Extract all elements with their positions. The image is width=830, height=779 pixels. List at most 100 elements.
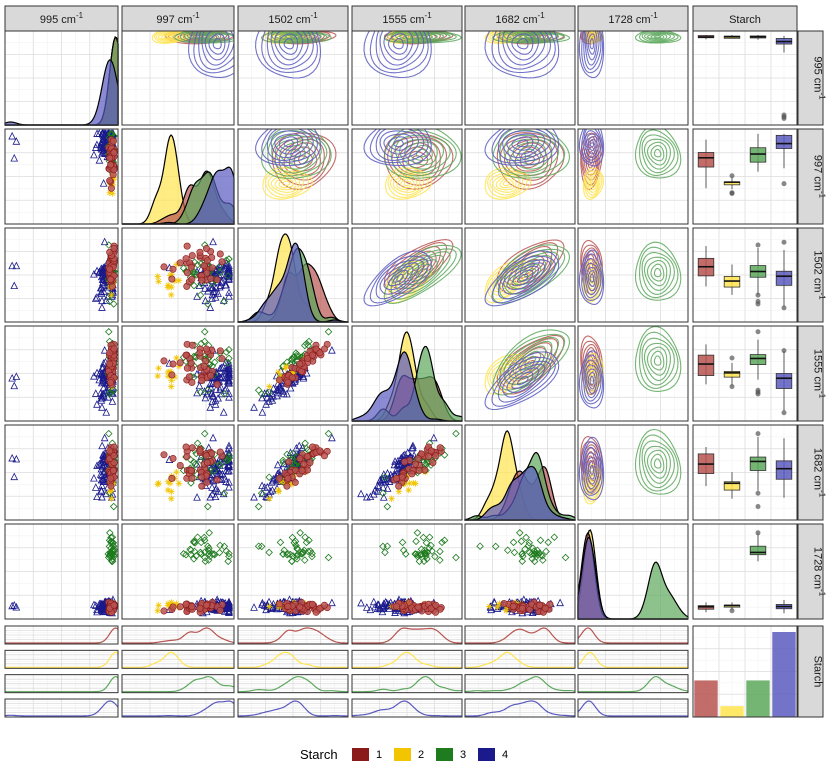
data-point	[391, 608, 399, 616]
density-contour	[489, 172, 524, 196]
density-contour	[499, 178, 514, 189]
boxplot-outlier	[755, 292, 761, 298]
data-point	[216, 541, 224, 550]
density-contour	[584, 364, 600, 399]
data-point	[196, 388, 205, 397]
facet-density-line	[238, 676, 349, 693]
density-contour	[179, 31, 234, 43]
density-contour	[650, 453, 665, 474]
data-point	[263, 493, 272, 501]
data-point	[218, 469, 227, 478]
data-point	[300, 556, 309, 564]
boxplot-panel-border	[692, 523, 798, 620]
data-point	[225, 268, 233, 276]
density-contour	[587, 371, 596, 390]
density-contour	[289, 35, 302, 39]
density-contour	[589, 477, 597, 490]
data-point	[96, 283, 105, 292]
data-point	[106, 548, 115, 557]
row-strip-label: Starch	[812, 656, 824, 688]
data-point	[534, 550, 542, 559]
data-point	[279, 389, 288, 398]
data-point-stroke	[165, 282, 171, 288]
data-point	[412, 537, 420, 546]
data-point	[205, 544, 213, 552]
contour-group	[578, 428, 682, 505]
data-point	[187, 359, 195, 367]
density-contour	[394, 134, 451, 174]
density-contour	[578, 436, 605, 501]
facet-density-line	[122, 700, 235, 717]
data-point	[187, 546, 195, 555]
data-point	[99, 389, 107, 398]
data-point	[12, 454, 21, 463]
density-contour	[503, 134, 560, 174]
data-point	[110, 552, 118, 561]
density-contour	[516, 38, 529, 50]
boxplot-panel-border	[692, 424, 798, 521]
data-point	[436, 547, 444, 556]
facet-density-line	[238, 651, 348, 668]
data-point	[202, 345, 210, 353]
density-contour	[503, 31, 560, 43]
density-contour	[278, 178, 294, 189]
density-contour	[270, 173, 301, 193]
boxplot-outlier	[781, 112, 787, 118]
contour-group	[363, 129, 462, 200]
data-point	[208, 397, 217, 405]
data-point	[225, 288, 233, 296]
facet-density-panel-border	[4, 625, 119, 645]
scatter-panel-border	[4, 227, 119, 323]
data-point	[381, 473, 389, 481]
data-point	[108, 397, 117, 405]
data-point	[403, 448, 412, 456]
data-point	[105, 536, 114, 545]
facet-density-line	[352, 627, 462, 644]
data-point	[222, 456, 231, 465]
density-contour	[502, 31, 546, 66]
density-contour	[398, 254, 445, 290]
data-point	[188, 378, 196, 386]
row-strip-label: 995 cm-1	[812, 56, 827, 100]
data-point	[8, 261, 17, 270]
data-point	[302, 538, 311, 547]
data-point	[292, 541, 300, 550]
density-contour	[484, 250, 560, 307]
facet-density-line	[5, 651, 119, 668]
scatter-points	[8, 237, 118, 311]
density-contour	[643, 256, 671, 291]
data-point	[202, 244, 210, 252]
column-strip-label: 1682 cm-1	[495, 11, 545, 26]
data-point	[369, 597, 378, 606]
data-point	[224, 456, 232, 464]
scatter-points	[154, 529, 233, 617]
data-point	[225, 451, 233, 460]
contour-group	[578, 129, 682, 200]
data-point-stroke	[266, 384, 272, 390]
data-point	[179, 264, 188, 272]
data-point	[169, 603, 177, 611]
data-point-stroke	[155, 373, 161, 379]
data-point	[96, 388, 105, 397]
density-contour	[639, 434, 679, 492]
data-point	[220, 263, 229, 272]
contour-panel-border	[464, 30, 576, 126]
density-contour	[212, 38, 222, 50]
data-point-stroke	[173, 469, 180, 475]
facet-density-panel-grid	[578, 626, 688, 644]
facet-density-panel-grid	[352, 650, 462, 669]
data-point	[216, 250, 224, 258]
data-point	[257, 390, 266, 398]
data-point	[429, 433, 438, 442]
data-point	[12, 602, 21, 611]
scatter-panel-border	[121, 523, 235, 620]
data-point	[108, 495, 115, 502]
data-point	[106, 447, 114, 455]
data-point	[225, 389, 233, 397]
data-point	[168, 291, 175, 299]
data-point	[93, 492, 101, 501]
density-contour	[639, 246, 679, 299]
data-point	[225, 607, 233, 615]
data-point	[214, 289, 222, 297]
data-point	[546, 600, 554, 608]
